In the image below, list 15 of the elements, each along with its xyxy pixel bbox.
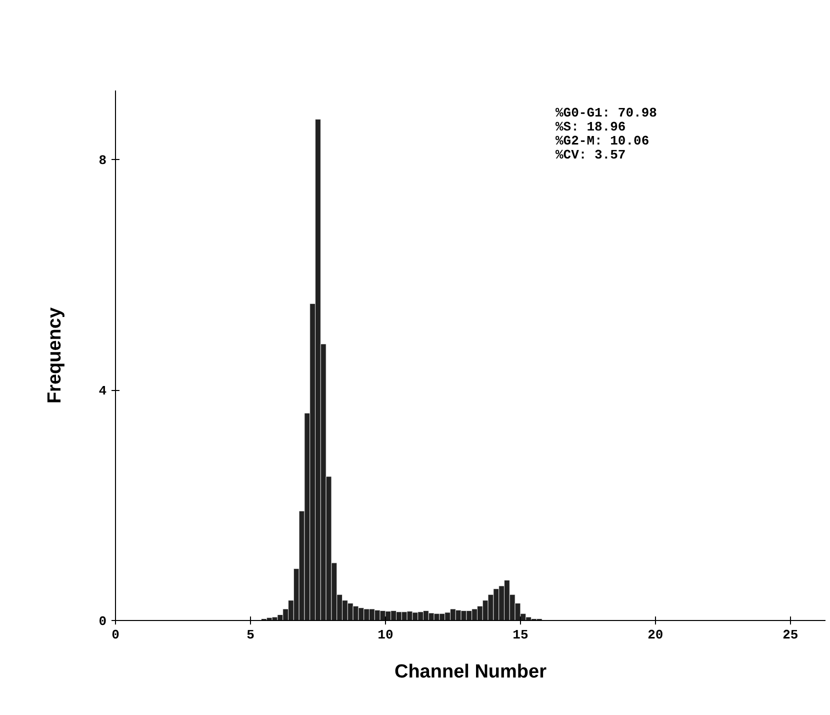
x-tick-label: 10 (378, 628, 394, 642)
annotation: %G2-M: 10.06 (556, 134, 650, 148)
y-tick-label: 0 (98, 614, 107, 629)
x-tick-label: 15 (512, 628, 528, 642)
x-axis-title: Channel Number (394, 662, 548, 682)
y-tick-label: 8 (98, 153, 107, 168)
y-axis-title: Frequency (44, 307, 66, 404)
annotation: %G0-G1: 70.98 (556, 106, 658, 120)
y-tick-label: 4 (98, 384, 107, 399)
x-tick-label: 0 (112, 628, 120, 642)
x-tick-label: 20 (648, 628, 664, 642)
annotation: %CV: 3.57 (556, 148, 626, 162)
x-tick-label: 25 (782, 628, 798, 642)
annotation: %S: 18.96 (556, 120, 626, 134)
x-tick-label: 5 (246, 628, 255, 642)
